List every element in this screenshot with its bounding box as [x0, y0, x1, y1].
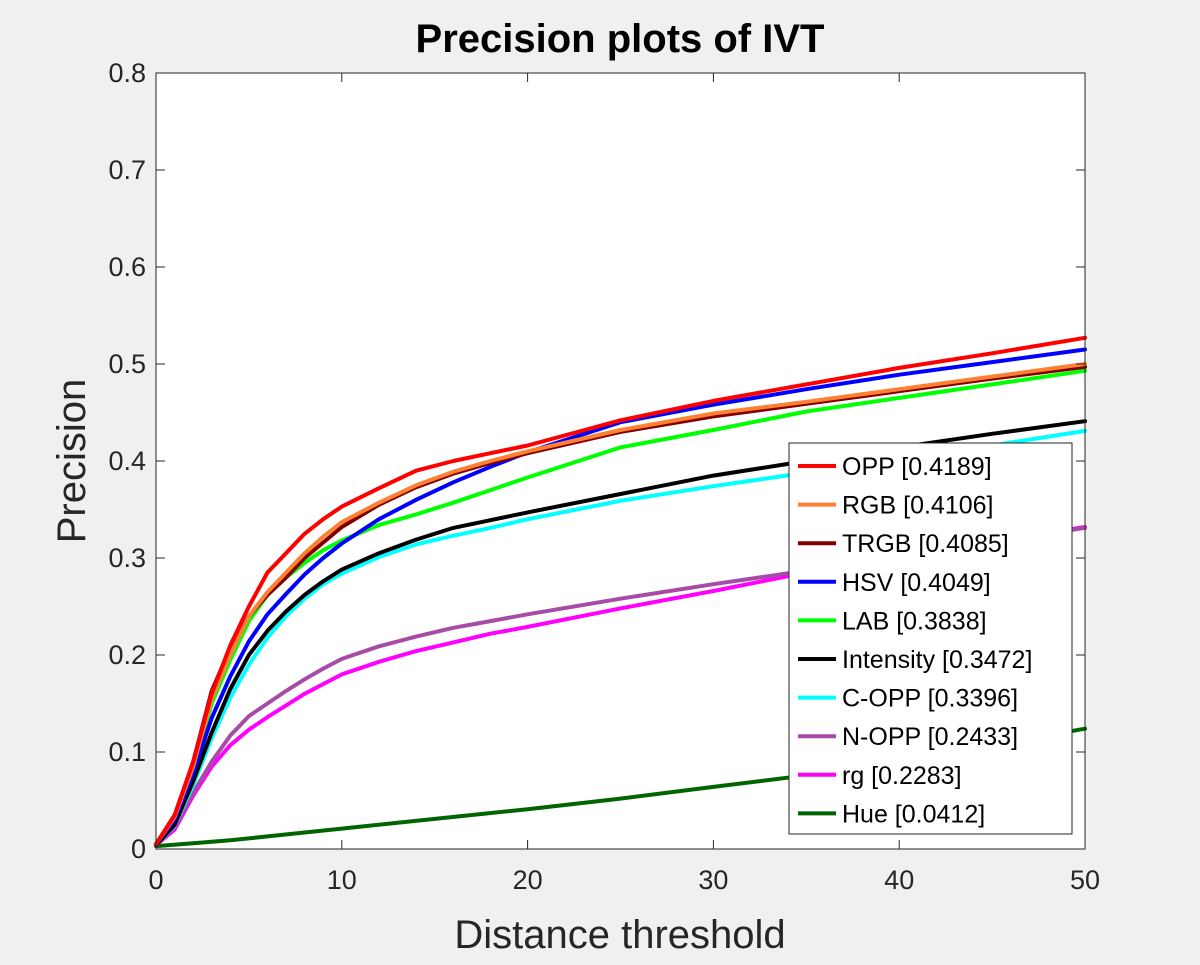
legend-label-opp: OPP [0.4189]: [842, 453, 992, 481]
series-line-opp: [154, 335, 1087, 847]
y-tick-label: 0.7: [108, 155, 146, 185]
legend-label-c-opp: C-OPP [0.3396]: [842, 685, 1018, 713]
series-line-n-opp: [154, 525, 1087, 848]
x-tick-label: 0: [148, 865, 163, 895]
y-tick-label: 0.3: [108, 543, 146, 573]
y-tick-label: 0: [131, 834, 146, 864]
series-line-intensity: [154, 419, 1087, 848]
ticks-layer: 0 10 20 30 40 50 0 0.1 0.2 0.3 0.4 0.5 0.6 0.7 0.8: [108, 58, 1100, 895]
legend-label-rgb: RGB [0.4106]: [842, 492, 993, 520]
legend-label-rg: rg [0.2283]: [842, 762, 962, 790]
series-line-c-opp: [154, 428, 1087, 848]
legend-label-trgb: TRGB [0.4085]: [842, 530, 1009, 558]
y-tick-label: 0.6: [108, 252, 146, 282]
x-axis-title: Distance threshold: [454, 913, 785, 957]
legend-label-intensity: Intensity [0.3472]: [842, 646, 1032, 674]
series-line-rg: [154, 525, 1087, 848]
x-tick-label: 30: [698, 865, 728, 895]
x-tick-label: 20: [513, 865, 543, 895]
y-tick-label: 0.1: [108, 737, 146, 767]
y-tick-label: 0.5: [108, 349, 146, 379]
series-line-rgb: [154, 362, 1087, 847]
legend-label-hsv: HSV [0.4049]: [842, 569, 991, 597]
legend-label-lab: LAB [0.3838]: [842, 607, 987, 635]
x-tick-label: 40: [884, 865, 914, 895]
legend-label-n-opp: N-OPP [0.2433]: [842, 723, 1018, 751]
series-layer: [154, 335, 1087, 849]
y-tick-label: 0.4: [108, 446, 146, 476]
y-axis-title: Precision: [50, 379, 94, 544]
y-tick-label: 0.8: [108, 58, 146, 88]
x-tick-label: 50: [1070, 865, 1100, 895]
y-tick-label: 0.2: [108, 640, 146, 670]
legend-box: [788, 442, 1073, 835]
legend-label-hue: Hue [0.0412]: [842, 800, 985, 828]
x-tick-label: 10: [327, 865, 357, 895]
chart-title: Precision plots of IVT: [416, 17, 825, 61]
series-line-hsv: [154, 347, 1087, 847]
legend: OPP [0.4189] RGB [0.4106] TRGB [0.4085] HSV…: [788, 442, 1073, 835]
